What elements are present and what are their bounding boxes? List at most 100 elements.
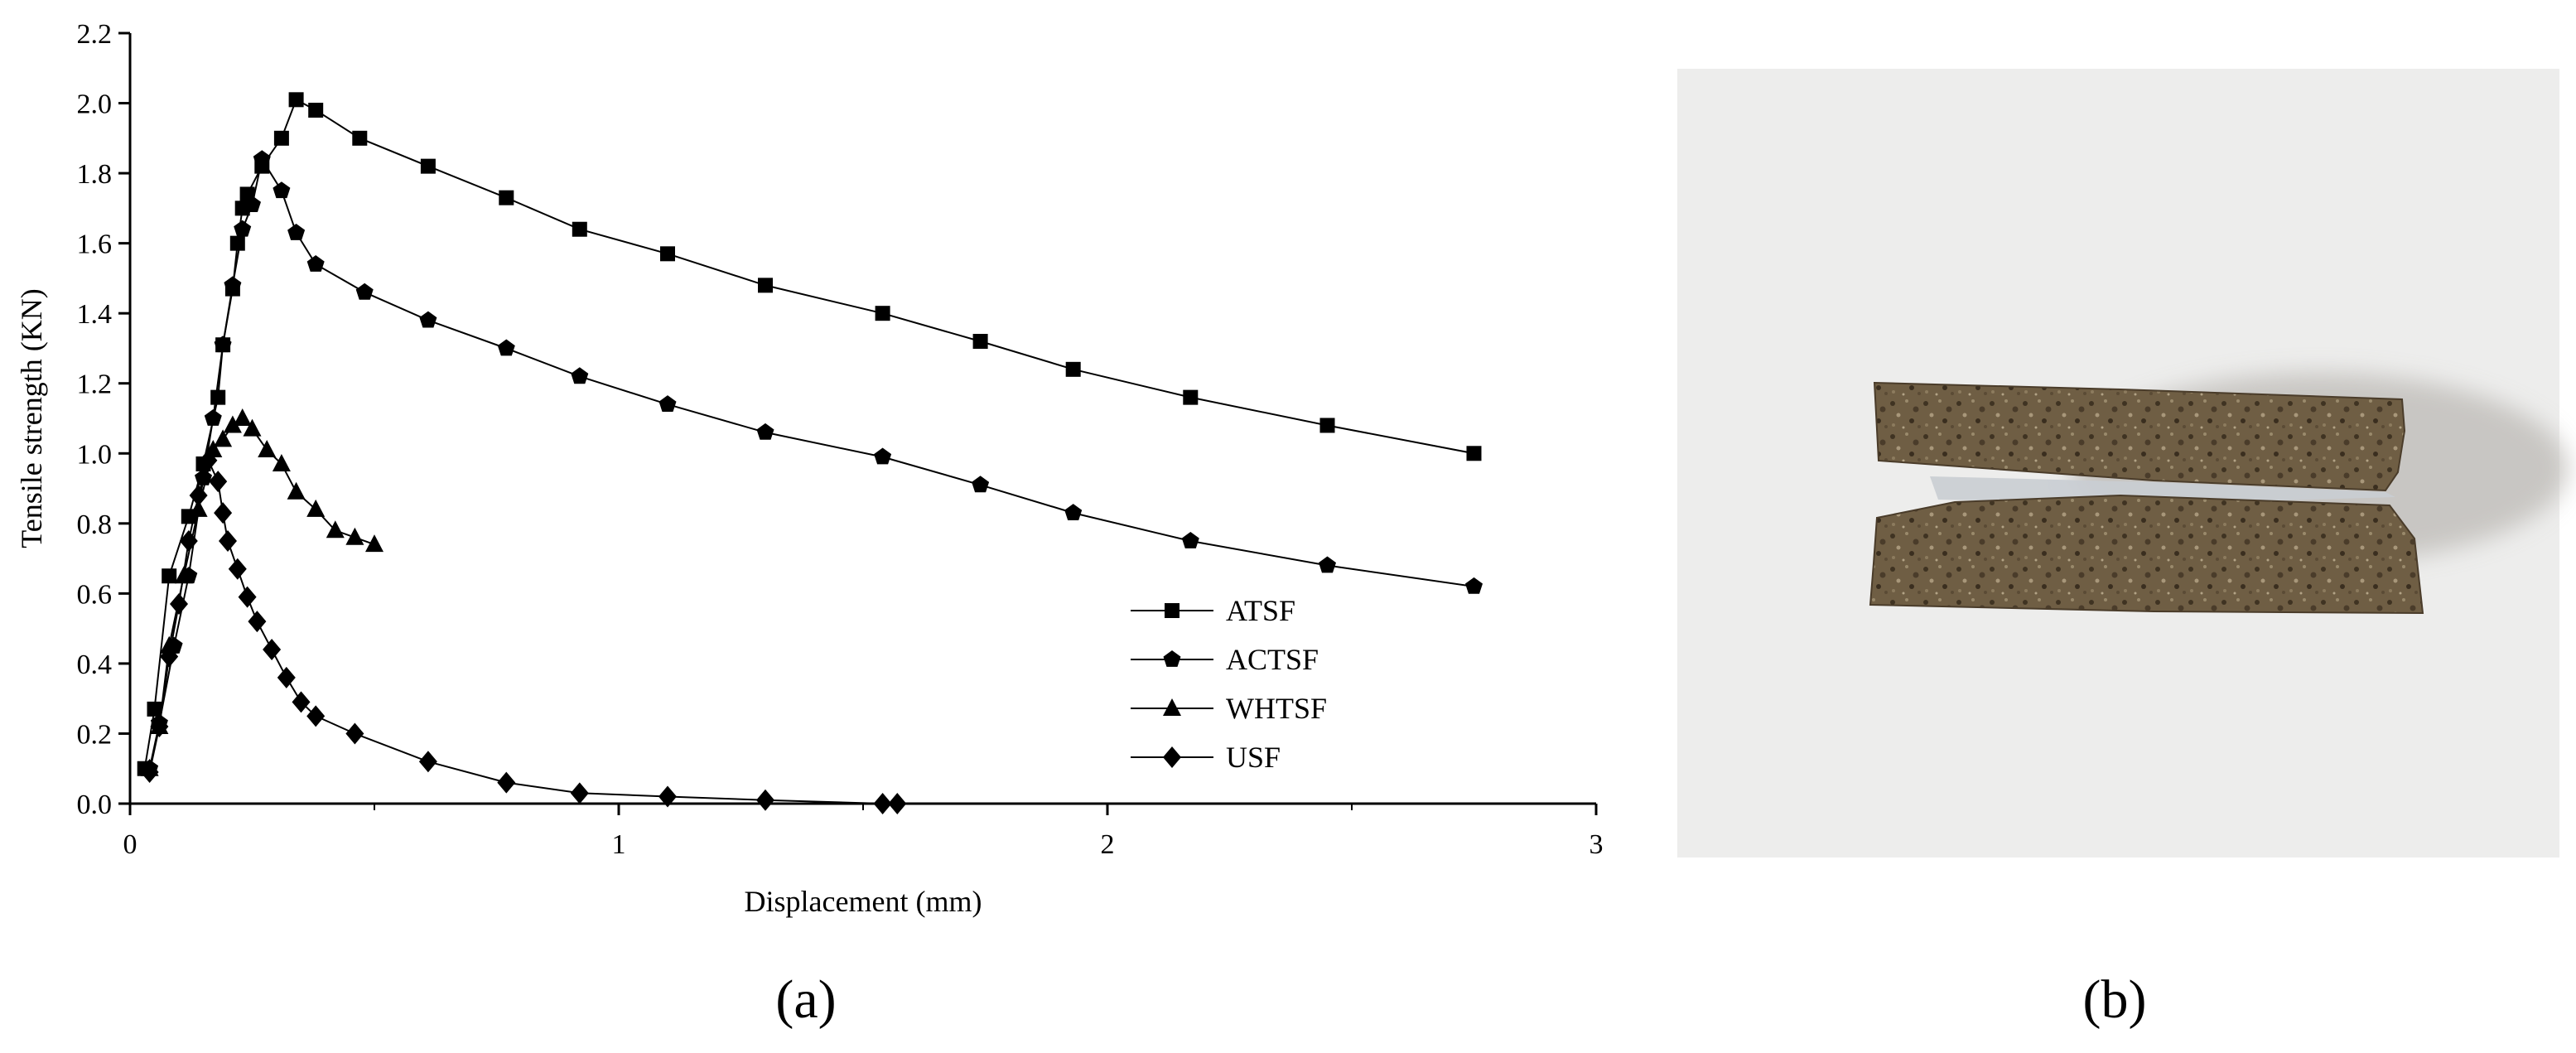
data-point-atsf [288, 92, 304, 108]
series-whtsf [140, 408, 384, 776]
data-point-atsf [875, 306, 890, 321]
panel-label-b: (b) [2083, 969, 2147, 1030]
y-tick-label: 0.4 [77, 650, 113, 680]
x-tick-label: 3 [1589, 829, 1604, 860]
legend-label: USF [1226, 741, 1281, 774]
specimen-photo [1677, 69, 2568, 857]
series-line-whtsf [148, 417, 375, 769]
data-point-atsf [1466, 446, 1482, 461]
data-point-actsf [1181, 532, 1199, 548]
data-point-actsf [306, 255, 325, 272]
data-point-usf [199, 449, 218, 471]
y-tick-label: 0.2 [77, 719, 113, 750]
data-point-usf [497, 771, 516, 794]
series-usf [140, 449, 907, 814]
data-point-actsf [497, 339, 515, 356]
y-tick-label: 2.0 [77, 89, 113, 120]
data-point-atsf [1183, 389, 1199, 405]
data-point-usf [306, 705, 326, 727]
legend-marker [1165, 603, 1179, 618]
data-point-atsf [660, 246, 675, 262]
data-point-whtsf [223, 415, 242, 433]
data-point-whtsf [306, 499, 326, 517]
data-point-atsf [162, 568, 177, 584]
data-point-atsf [499, 190, 514, 205]
legend-marker [1163, 746, 1181, 768]
data-point-usf [873, 793, 892, 814]
data-point-actsf [756, 423, 774, 440]
data-point-usf [570, 782, 589, 804]
data-point-whtsf [365, 534, 384, 553]
series-line-usf [148, 457, 898, 804]
data-point-actsf [571, 367, 589, 384]
y-tick-label: 1.0 [77, 439, 113, 470]
data-point-atsf [1319, 418, 1335, 433]
y-tick-label: 2.2 [77, 19, 113, 50]
data-point-actsf [253, 150, 271, 167]
y-axis-title: Tensile strength (KN) [15, 288, 48, 548]
data-point-whtsf [214, 429, 233, 447]
data-point-whtsf [326, 520, 345, 539]
data-point-actsf [214, 336, 232, 353]
data-point-atsf [273, 130, 289, 146]
data-point-usf [160, 645, 179, 668]
data-point-atsf [572, 221, 587, 237]
data-point-usf [179, 529, 198, 552]
data-point-usf [170, 593, 188, 616]
data-point-actsf [874, 447, 892, 465]
data-point-actsf [273, 181, 291, 199]
x-tick-label: 0 [123, 829, 137, 860]
series-line-actsf [148, 157, 1474, 769]
data-point-actsf [972, 476, 990, 493]
data-point-atsf [972, 334, 988, 349]
x-tick-label: 1 [612, 829, 626, 860]
data-point-usf [658, 785, 677, 808]
y-tick-label: 0.6 [77, 579, 113, 610]
legend-label: WHTSF [1226, 692, 1327, 725]
data-point-usf [189, 485, 208, 506]
data-point-usf [263, 639, 282, 660]
data-point-usf [756, 789, 774, 811]
data-point-whtsf [189, 499, 208, 517]
series-layer [137, 92, 1483, 814]
x-axis-title: Displacement (mm) [745, 885, 982, 918]
y-tick-label: 1.2 [77, 370, 113, 400]
data-point-whtsf [160, 635, 179, 654]
legend: ATSF ACTSF WHTSF USF [1131, 594, 1327, 774]
data-point-actsf [234, 220, 252, 237]
data-point-usf [888, 793, 907, 814]
data-point-whtsf [243, 418, 262, 437]
x-ticks: 0 1 2 3 [123, 804, 1604, 860]
data-point-whtsf [272, 453, 291, 471]
y-tick-label: 1.8 [77, 159, 113, 190]
data-point-actsf [224, 276, 242, 293]
data-point-actsf [1319, 556, 1336, 573]
legend-marker [1163, 698, 1181, 716]
data-point-actsf [658, 395, 677, 412]
y-tick-label: 1.4 [77, 299, 113, 330]
fracture-gap [1930, 476, 2395, 504]
data-point-usf [418, 751, 437, 773]
data-point-whtsf [287, 481, 306, 500]
data-point-atsf [420, 158, 436, 174]
data-point-atsf [229, 235, 245, 251]
data-point-atsf [758, 278, 773, 293]
data-point-atsf [210, 389, 226, 405]
data-point-actsf [1064, 504, 1083, 520]
data-point-atsf [147, 701, 162, 717]
panel-label-a: (a) [775, 969, 836, 1030]
data-point-atsf [352, 130, 368, 146]
data-point-usf [345, 722, 364, 745]
data-point-actsf [244, 196, 261, 212]
data-point-usf [219, 529, 237, 552]
data-point-usf [150, 716, 169, 737]
data-point-actsf [419, 311, 437, 328]
y-tick-label: 0.8 [77, 510, 113, 540]
y-ticks: 0.0 0.2 0.4 0.6 0.8 1.0 1.2 1.4 1.6 1.8 2.0 2.2 [77, 19, 130, 820]
upper-specimen-half [1873, 381, 2406, 492]
data-point-atsf [308, 103, 324, 118]
series-actsf [141, 150, 1483, 776]
lower-specimen-half [1869, 494, 2424, 615]
data-point-usf [277, 666, 296, 688]
